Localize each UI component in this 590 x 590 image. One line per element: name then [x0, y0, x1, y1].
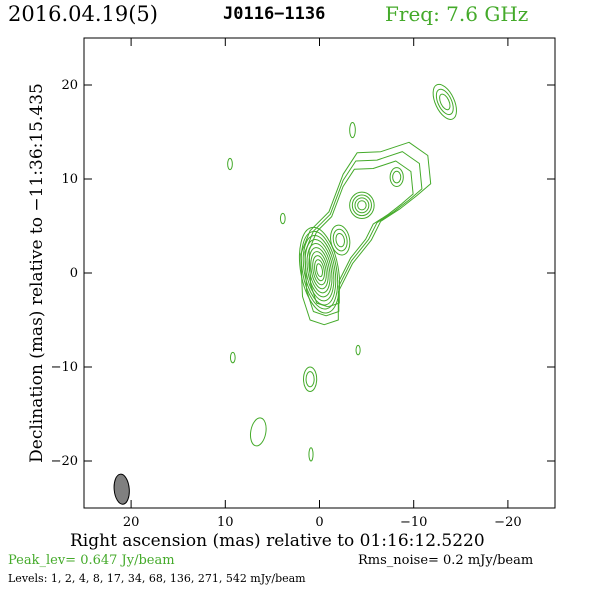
core-contour-3 — [302, 234, 337, 306]
core-contour-8 — [312, 255, 327, 286]
sw-blob-contour-1 — [249, 417, 267, 447]
core-contour-1 — [298, 226, 341, 314]
jet-b-contour-3 — [354, 197, 370, 214]
core-contour-10 — [315, 263, 324, 278]
core-contour-9 — [314, 259, 325, 282]
beam-ellipse — [113, 473, 130, 505]
rms-noise: Rms_noise= 0.2 mJy/beam — [358, 553, 534, 568]
peak-level: Peak_lev= 0.647 Jy/beam — [8, 553, 175, 568]
source-name: J0116−1136 — [223, 4, 326, 24]
contour-layer — [227, 83, 457, 462]
contour-levels: Levels: 1, 2, 4, 8, 17, 34, 68, 136, 271… — [8, 572, 306, 585]
outer-knot-contour-2 — [435, 88, 454, 116]
core-contour-6 — [308, 247, 331, 294]
core-contour-2 — [300, 230, 339, 310]
spot-1-contour-1 — [227, 157, 233, 171]
south-blob-contour-2 — [305, 371, 315, 388]
jet-a-contour-2 — [332, 228, 348, 252]
x-tick-label: −10 — [400, 515, 427, 530]
outer-knot-contour-3 — [439, 93, 451, 111]
outer-knot-contour-1 — [432, 83, 457, 120]
spot-2-contour-1 — [349, 122, 356, 139]
y-axis-label-wrap: Declination (mas) relative to −11:36:15.… — [22, 38, 52, 508]
x-tick-label: 0 — [315, 515, 323, 530]
x-axis-label: Right ascension (mas) relative to 01:16:… — [70, 531, 485, 551]
y-axis-label: Declination (mas) relative to −11:36:15.… — [27, 83, 47, 463]
y-tick-label: 20 — [61, 78, 78, 93]
jet-c-contour-2 — [392, 170, 402, 184]
spot-3-contour-1 — [279, 212, 286, 225]
spot-6-contour-1 — [308, 447, 314, 462]
x-tick-label: −20 — [494, 515, 521, 530]
south-blob-contour-1 — [303, 366, 318, 392]
frequency-label: Freq: 7.6 GHz — [385, 2, 529, 26]
x-tick-label: 10 — [217, 515, 234, 530]
jet-b-contour-2 — [351, 194, 372, 217]
spot-5-contour-1 — [355, 344, 361, 356]
core-contour-4 — [304, 239, 335, 302]
axis-ticks: 20 10 0 −10 −20 20 10 0 −10 −20 — [51, 38, 555, 530]
y-tick-label: −20 — [51, 454, 78, 469]
core-contour-5 — [306, 243, 333, 298]
plot-frame — [83, 37, 556, 509]
envelope-contour-1 — [300, 141, 432, 326]
beam-layer — [113, 473, 130, 505]
jet-c-contour-1 — [389, 167, 404, 188]
observation-date: 2016.04.19(5) — [8, 2, 158, 26]
core-contour-7 — [310, 251, 329, 290]
x-tick-label: 20 — [123, 515, 140, 530]
envelope-contour-2 — [304, 151, 423, 317]
y-tick-label: −10 — [51, 360, 78, 375]
envelope-contour-3 — [308, 160, 414, 308]
y-tick-label: 10 — [61, 172, 78, 187]
jet-b-contour-1 — [349, 191, 375, 219]
jet-b-contour-4 — [357, 200, 367, 211]
y-tick-label: 0 — [70, 266, 78, 281]
jet-a-contour-3 — [335, 232, 345, 248]
spot-4-contour-1 — [229, 351, 236, 364]
jet-a-contour-1 — [330, 224, 351, 256]
